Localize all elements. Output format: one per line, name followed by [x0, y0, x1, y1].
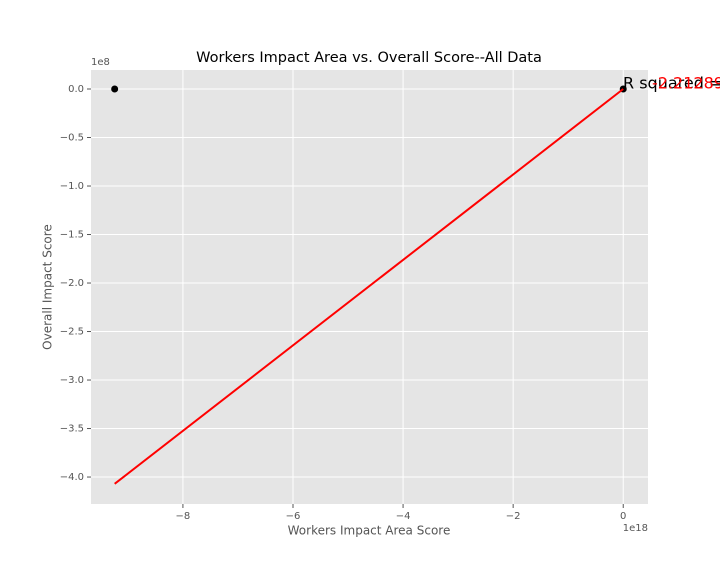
x-tick-label: −2 [506, 511, 521, 522]
x-tick-label: −4 [396, 511, 411, 522]
y-tick-label: −3.5 [60, 424, 84, 435]
y-tick-label: −0.5 [60, 133, 84, 144]
y-offset-label: 1e8 [91, 57, 110, 68]
chart-title: Workers Impact Area vs. Overall Score--A… [196, 50, 542, 66]
x-offset-label: 1e18 [623, 523, 648, 534]
y-tick-label: 0.0 [68, 84, 84, 95]
y-tick-label: −3.0 [60, 375, 84, 386]
y-tick-label: −2.0 [60, 278, 84, 289]
x-tick-label: 0 [620, 511, 626, 522]
y-tick-label: −2.5 [60, 327, 84, 338]
x-tick-label: −6 [286, 511, 301, 522]
annotation-value: -2.212897 [652, 74, 720, 93]
y-tick-label: −1.0 [60, 181, 84, 192]
x-axis-label: Workers Impact Area Score [288, 524, 451, 538]
regression-line [114, 88, 624, 485]
y-axis-label: Overall Impact Score [41, 224, 55, 350]
annotation: R squared = [623, 74, 720, 93]
x-tick-label: −8 [176, 511, 191, 522]
y-tick-label: −1.5 [60, 230, 84, 241]
y-tick-label: −4.0 [60, 472, 84, 483]
point [111, 85, 119, 93]
